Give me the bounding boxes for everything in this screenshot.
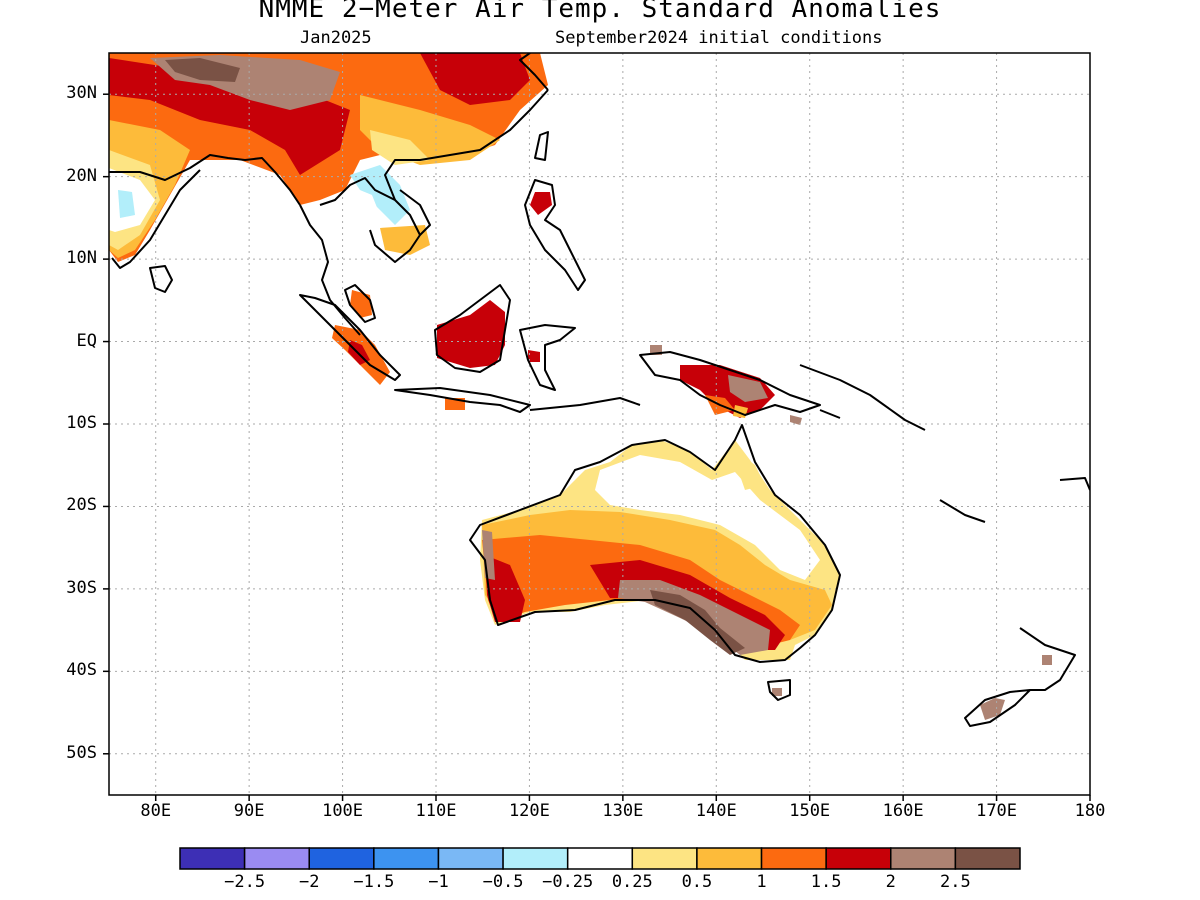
coast-new-guinea (639, 351, 821, 416)
shade-nz-north (1042, 655, 1052, 665)
shade-borneo-red (437, 300, 505, 368)
shade-nz-south (980, 698, 1005, 720)
shade-asia-red-ne (420, 53, 530, 105)
coast-lesser-sunda (529, 397, 641, 411)
shade-indochina-white (350, 188, 380, 225)
colorbar-label: 2.5 (940, 872, 971, 892)
lat-label: 30N (66, 83, 97, 104)
colorbar-swatch (696, 847, 763, 870)
colorbar-label: −0.25 (542, 872, 594, 892)
colorbar-label: −2.5 (224, 872, 266, 892)
coast-malaya (344, 284, 376, 323)
colorbar-swatch (760, 847, 827, 870)
colorbar-swatch (243, 847, 310, 870)
colorbar-swatch (179, 847, 246, 870)
map-title: NMME 2−Meter Air Temp. Standard Anomalie… (258, 0, 942, 24)
anomaly-shading (109, 53, 1052, 720)
colorbar-label: −0.5 (482, 872, 524, 892)
colorbar-swatch (437, 847, 504, 870)
shade-india-blue (118, 190, 135, 218)
colorbar-swatch (502, 847, 569, 870)
coast-philippines (524, 179, 586, 291)
shade-png-brown (728, 375, 768, 402)
axis-ticks (103, 93, 1091, 801)
coast-sumatra (299, 294, 401, 381)
lat-label: 50S (66, 742, 97, 763)
coast-china (519, 53, 549, 91)
shade-png-red (680, 365, 775, 418)
lon-label: 90E (233, 801, 265, 821)
colorbar-swatch (954, 847, 1021, 870)
lon-label: 130E (602, 801, 644, 821)
coast-vietnam (384, 89, 549, 236)
colorbar-swatch (825, 847, 892, 870)
coast-vanuatu-fiji (939, 477, 1090, 523)
shade-philippines-red (530, 192, 552, 215)
colorbar-label: 2 (885, 872, 896, 892)
colorbar-label: 1.5 (810, 872, 842, 892)
shade-malaya-orange (350, 290, 372, 318)
coast-srilanka (149, 265, 173, 293)
lat-label: EQ (76, 330, 97, 351)
lat-label: 40S (66, 660, 97, 681)
lon-label: 110E (415, 801, 457, 821)
lon-label: 140E (695, 801, 737, 821)
lon-label: 100E (322, 801, 364, 821)
lon-label: 80E (140, 801, 172, 821)
coast-taiwan (534, 131, 549, 161)
lon-label: 120E (508, 801, 550, 821)
colorbar-swatch (890, 847, 957, 870)
lat-label: 10N (66, 248, 97, 269)
coast-png-islands (799, 364, 926, 431)
lat-label: 10S (66, 413, 97, 433)
shade-cambodia-yellow (380, 225, 430, 255)
colorbar-label: −1 (428, 872, 449, 892)
coast-burma-thailand (299, 177, 421, 336)
lon-label: 150E (789, 801, 831, 821)
shade-aus-lightyellow-ne (735, 450, 765, 490)
lat-label: 20S (66, 495, 97, 516)
coast-java (394, 387, 531, 413)
coastlines (109, 53, 1090, 727)
colorbar-swatch (308, 847, 375, 870)
shade-tasmania (772, 688, 782, 696)
shade-indochina-blue (350, 165, 410, 225)
coast-borneo (434, 284, 511, 373)
coast-australia (469, 424, 841, 663)
colorbar-label: −1.5 (353, 872, 395, 892)
colorbar-swatch (566, 847, 634, 870)
colorbar (179, 847, 1021, 870)
initial-conditions: September2024 initial conditions (555, 28, 883, 48)
valid-month: Jan2025 (300, 28, 372, 48)
lon-label: 170E (976, 801, 1018, 821)
shade-sulawesi-red (528, 350, 540, 362)
coast-india (109, 154, 301, 269)
colorbar-swatch (631, 847, 698, 870)
colorbar-label: −2 (298, 872, 320, 892)
coast-tasmania (767, 679, 791, 701)
colorbar-label: 0.5 (681, 872, 713, 892)
coast-sulawesi (519, 324, 576, 391)
lon-label: 180 (1074, 801, 1106, 821)
colorbar-label: 1 (756, 872, 767, 892)
colorbar-label: 0.25 (611, 872, 653, 892)
shade-asia-red (109, 58, 350, 175)
shade-aus-white (595, 455, 820, 580)
shade-png-east (790, 415, 802, 425)
lat-label: 30S (66, 577, 97, 598)
shade-china-light (370, 130, 430, 165)
lat-label: 20N (66, 165, 97, 186)
colorbar-swatch (373, 847, 440, 870)
shade-tibet-dark (165, 58, 240, 82)
lon-label: 160E (882, 801, 924, 821)
graticule (109, 53, 1090, 795)
coast-new-zealand (964, 627, 1076, 727)
